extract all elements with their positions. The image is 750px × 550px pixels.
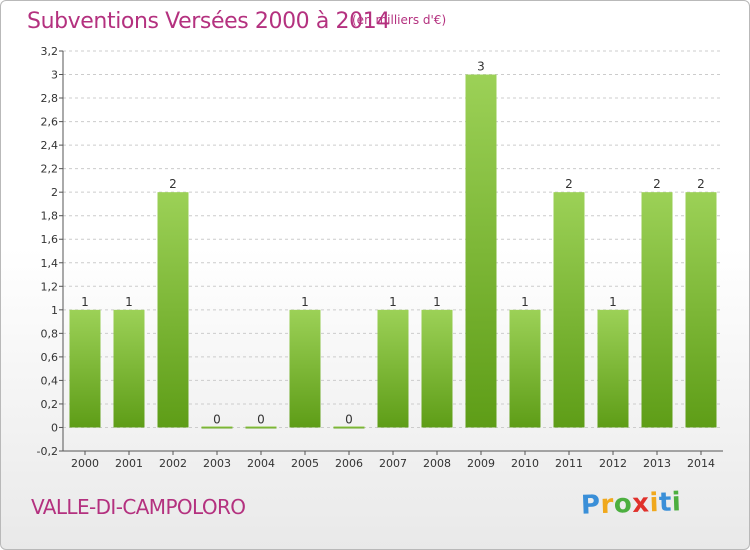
bar-2000 bbox=[69, 309, 101, 428]
y-tick-label: 3,2 bbox=[41, 45, 59, 58]
x-tick-label: 2011 bbox=[555, 457, 583, 470]
bar-2002 bbox=[157, 192, 189, 428]
y-tick-label: 2,6 bbox=[41, 116, 59, 129]
data-label-2010: 1 bbox=[521, 295, 529, 309]
bar-2009 bbox=[465, 74, 497, 428]
data-label-2002: 2 bbox=[169, 177, 177, 191]
y-tick-label: 2 bbox=[51, 186, 58, 199]
y-tick-label: 1,8 bbox=[41, 210, 59, 223]
y-tick-label: 3 bbox=[51, 69, 58, 82]
data-label-2012: 1 bbox=[609, 295, 617, 309]
y-tick-label: 2,4 bbox=[41, 139, 59, 152]
bar-2014 bbox=[685, 192, 717, 428]
y-tick-label: -0,2 bbox=[37, 445, 58, 458]
bar-2003 bbox=[201, 426, 233, 429]
x-tick-label: 2014 bbox=[687, 457, 715, 470]
bar-2006 bbox=[333, 426, 365, 429]
y-tick-label: 1 bbox=[51, 304, 58, 317]
y-tick-label: 0,4 bbox=[41, 374, 59, 387]
bar-2013 bbox=[641, 192, 673, 428]
chart-unit: (en milliers d'€) bbox=[352, 13, 447, 27]
bar-2005 bbox=[289, 309, 321, 428]
y-tick-label: 2,2 bbox=[41, 163, 59, 176]
y-tick-label: 0,2 bbox=[41, 398, 59, 411]
x-tick-label: 2000 bbox=[71, 457, 99, 470]
x-tick-label: 2012 bbox=[599, 457, 627, 470]
bar-2011 bbox=[553, 192, 585, 428]
x-tick-label: 2009 bbox=[467, 457, 495, 470]
chart-title: Subventions Versées 2000 à 2014 bbox=[27, 9, 390, 34]
y-tick-label: 0,8 bbox=[41, 327, 59, 340]
x-tick-label: 2007 bbox=[379, 457, 407, 470]
proxiti-logo[interactable]: Proxiti bbox=[580, 487, 682, 521]
x-tick-label: 2001 bbox=[115, 457, 143, 470]
y-tick-label: 2,8 bbox=[41, 92, 59, 105]
bar-2008 bbox=[421, 309, 453, 428]
data-label-2013: 2 bbox=[653, 177, 661, 191]
x-tick-label: 2008 bbox=[423, 457, 451, 470]
x-tick-label: 2010 bbox=[511, 457, 539, 470]
bar-2001 bbox=[113, 309, 145, 428]
data-label-2008: 1 bbox=[433, 295, 441, 309]
data-label-2000: 1 bbox=[81, 295, 89, 309]
data-label-2005: 1 bbox=[301, 295, 309, 309]
data-label-2011: 2 bbox=[565, 177, 573, 191]
data-label-2014: 2 bbox=[697, 177, 705, 191]
bars bbox=[69, 74, 717, 429]
data-label-2001: 1 bbox=[125, 295, 133, 309]
axes: -0,2 0 0,2 0,4 0,6 0,8 1 1,2 1,4 1,6 1,8 2 2,2 2,4 2,6… bbox=[37, 45, 723, 470]
x-tick-label: 2003 bbox=[203, 457, 231, 470]
commune-name: VALLE-DI-CAMPOLORO bbox=[31, 495, 246, 519]
data-label-2003: 0 bbox=[213, 412, 221, 426]
y-tick-label: 1,6 bbox=[41, 233, 59, 246]
y-tick-label: 0,6 bbox=[41, 351, 59, 364]
y-tick-label: 1,2 bbox=[41, 280, 59, 293]
data-label-2009: 3 bbox=[477, 60, 485, 74]
bar-2012 bbox=[597, 309, 629, 428]
y-tick-label: 0 bbox=[51, 421, 58, 434]
bar-2007 bbox=[377, 309, 409, 428]
x-tick-label: 2004 bbox=[247, 457, 275, 470]
x-tick-label: 2013 bbox=[643, 457, 671, 470]
x-tick-label: 2005 bbox=[291, 457, 319, 470]
y-tick-label: 1,4 bbox=[41, 257, 59, 270]
data-label-2007: 1 bbox=[389, 295, 397, 309]
x-tick-label: 2002 bbox=[159, 457, 187, 470]
bar-2004 bbox=[245, 426, 277, 429]
bar-2010 bbox=[509, 309, 541, 428]
data-label-2004: 0 bbox=[257, 412, 265, 426]
data-label-2006: 0 bbox=[345, 412, 353, 426]
data-labels: 1 1 2 0 0 1 0 1 1 3 1 2 1 2 2 bbox=[81, 60, 705, 427]
x-tick-label: 2006 bbox=[335, 457, 363, 470]
